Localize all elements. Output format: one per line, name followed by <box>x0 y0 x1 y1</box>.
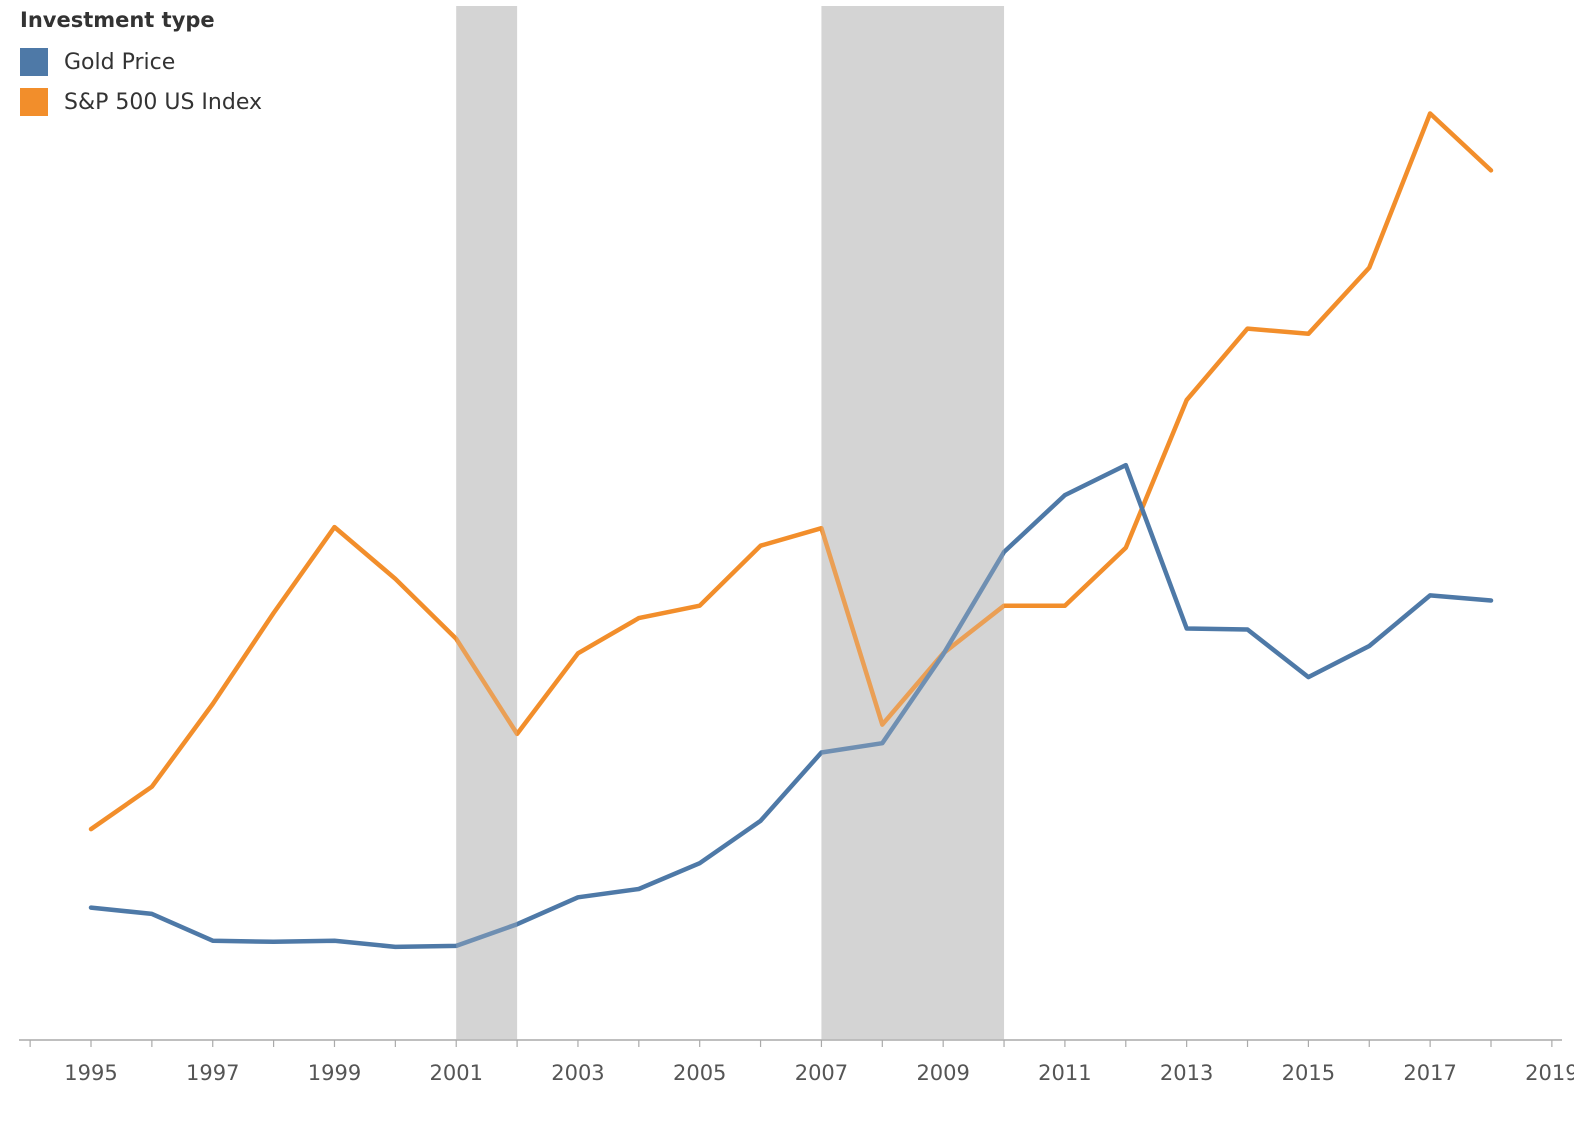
legend-item-gold-price[interactable]: Gold Price <box>20 42 262 82</box>
series-lines <box>88 6 1494 1040</box>
x-tick-label: 2013 <box>1160 1061 1213 1085</box>
legend-swatch-sp500 <box>20 88 48 116</box>
series-line-sp500[interactable] <box>88 111 1494 832</box>
legend-item-sp500[interactable]: S&P 500 US Index <box>20 82 262 122</box>
legend-title: Investment type <box>20 8 215 32</box>
legend-label-sp500: S&P 500 US Index <box>64 89 262 115</box>
x-tick-label: 2003 <box>551 1061 604 1085</box>
recession-band-overlay <box>456 6 518 1040</box>
recession-band <box>456 6 518 1040</box>
x-tick-label: 1999 <box>308 1061 361 1085</box>
recession-band-overlay <box>821 6 1005 1040</box>
x-tick-label: 2007 <box>795 1061 848 1085</box>
x-tick-label: 1995 <box>64 1061 117 1085</box>
x-tick-label: 2017 <box>1403 1061 1456 1085</box>
recession-band <box>821 6 1005 1040</box>
legend-swatch-gold-price <box>20 48 48 76</box>
x-tick-label: 2005 <box>673 1061 726 1085</box>
x-tick-label: 2001 <box>429 1061 482 1085</box>
x-tick-label: 2009 <box>916 1061 969 1085</box>
recession-bands <box>456 6 1005 1040</box>
x-tick-label: 1997 <box>186 1061 239 1085</box>
x-tick-label: 2015 <box>1282 1061 1335 1085</box>
x-tick-label: 2019 <box>1525 1061 1574 1085</box>
legend: Investment type Gold Price S&P 500 US In… <box>20 8 262 122</box>
x-tick-label: 2011 <box>1038 1061 1091 1085</box>
series-line-gold-price[interactable] <box>88 462 1494 950</box>
x-axis: 1995 1997 1999 2001 2003 2005 2007 2009 2011 2013… <box>19 1039 1574 1085</box>
legend-label-gold-price: Gold Price <box>64 49 176 75</box>
